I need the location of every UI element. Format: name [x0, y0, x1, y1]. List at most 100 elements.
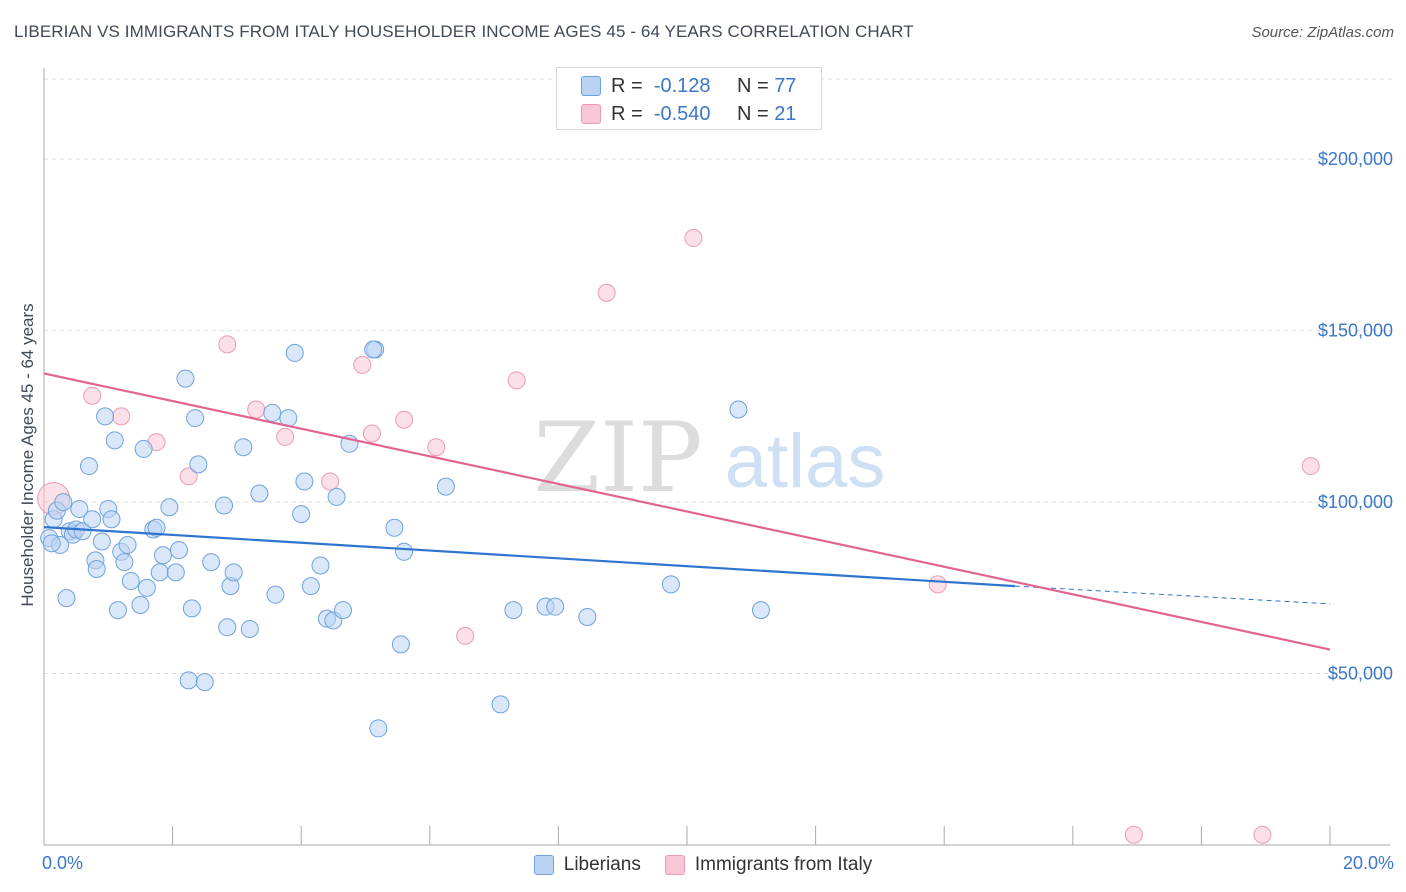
liberian-point [240, 619, 259, 638]
liberian-point [102, 510, 121, 529]
italy-point [112, 407, 131, 426]
y-tick-labels: $50,000 $100,000 $150,000 $200,000 [1318, 149, 1393, 683]
liberian-point [92, 532, 111, 551]
italy-point [179, 467, 198, 486]
liberian-point [105, 431, 124, 450]
liberian-point [218, 618, 237, 637]
italy-point [1124, 825, 1143, 844]
liberians-trend-extension [1014, 585, 1331, 605]
liberian-point [224, 563, 243, 582]
r-value: -0.128 [653, 74, 711, 97]
liberian-point [301, 577, 320, 596]
liberian-point [369, 719, 388, 738]
chart-title: LIBERIAN VS IMMIGRANTS FROM ITALY HOUSEH… [14, 22, 914, 41]
liberian-point [115, 553, 134, 572]
liberian-point [42, 534, 61, 553]
italy-point [928, 575, 947, 594]
liberian-point [150, 563, 169, 582]
liberians-trend-line [43, 526, 1015, 588]
liberian-point [661, 575, 680, 594]
liberian-point [134, 439, 153, 458]
liberian-point [364, 340, 383, 359]
legend-label: Immigrants from Italy [694, 854, 873, 875]
italy-trend-line [43, 372, 1331, 651]
liberian-point [182, 599, 201, 618]
n-label: N = [736, 74, 769, 97]
liberian-point [179, 671, 198, 690]
y-tick-label: $150,000 [1318, 321, 1393, 341]
legend-item-liberians: Liberians [533, 854, 641, 876]
trend-lines [43, 372, 1331, 651]
liberian-point [121, 571, 140, 590]
gridlines [44, 78, 1395, 675]
liberian-point [285, 343, 304, 362]
liberian-point [395, 542, 414, 561]
liberian-point [436, 477, 455, 496]
liberian-point [186, 409, 205, 428]
liberian-point [153, 546, 172, 565]
italy-point [362, 424, 381, 443]
liberian-point [96, 407, 115, 426]
liberian-point [327, 487, 346, 506]
liberian-point [70, 499, 89, 518]
legend-row-italy: R = -0.540 N = 21 [581, 101, 796, 127]
italy-point [507, 371, 526, 390]
liberian-point [578, 607, 597, 626]
liberian-point [751, 601, 770, 620]
legend-row-liberians: R = -0.128 N = 77 [581, 73, 796, 99]
liberian-point [87, 559, 106, 578]
liberian-point [160, 498, 179, 517]
liberian-point [263, 403, 282, 422]
liberian-point [391, 635, 410, 654]
watermark-atlas: atlas [725, 419, 886, 504]
italy-point [321, 472, 340, 491]
r-value: -0.540 [653, 102, 711, 125]
source-note: Source: ZipAtlas.com [1251, 24, 1394, 41]
italy-point [1301, 457, 1320, 476]
watermark-zip: ZIP [533, 402, 702, 514]
liberian-point [137, 578, 156, 597]
axes [43, 68, 1390, 846]
italy-point [247, 400, 266, 419]
n-value: 21 [774, 102, 797, 125]
italy-point [427, 438, 446, 457]
n-label: N = [736, 102, 769, 125]
liberian-point [215, 496, 234, 515]
x-tick-label-min: 0.0% [42, 853, 84, 873]
liberian-point [311, 556, 330, 575]
liberian-point [57, 589, 76, 608]
liberian-point [504, 601, 523, 620]
italy-point [597, 283, 616, 302]
r-label: R = [611, 102, 643, 125]
liberians-swatch [581, 76, 601, 96]
legend-item-italy: Immigrants from Italy [664, 854, 873, 876]
liberian-point [170, 541, 189, 560]
italy-point [395, 410, 414, 429]
liberian-point [491, 695, 510, 714]
liberian-point [131, 595, 150, 614]
y-tick-label: $200,000 [1318, 149, 1393, 169]
italy-point [684, 229, 703, 248]
liberian-point [729, 400, 748, 419]
liberian-point [108, 601, 127, 620]
liberian-point [80, 457, 99, 476]
liberians-swatch [533, 855, 554, 875]
n-value: 77 [774, 74, 797, 97]
italy-point [83, 386, 102, 405]
italy-point [456, 626, 475, 645]
x-tick-label-max: 20.0% [1342, 853, 1394, 873]
italy-points [37, 229, 1320, 844]
liberian-point [147, 518, 166, 537]
liberian-point [176, 369, 195, 388]
liberian-point [295, 472, 314, 491]
italy-swatch [664, 855, 685, 875]
italy-swatch [581, 104, 601, 124]
liberian-point [333, 601, 352, 620]
liberian-point [195, 673, 214, 692]
liberian-point [266, 585, 285, 604]
liberian-point [546, 597, 565, 616]
liberian-point [202, 553, 221, 572]
italy-point [353, 355, 372, 374]
liberian-point [234, 438, 253, 457]
